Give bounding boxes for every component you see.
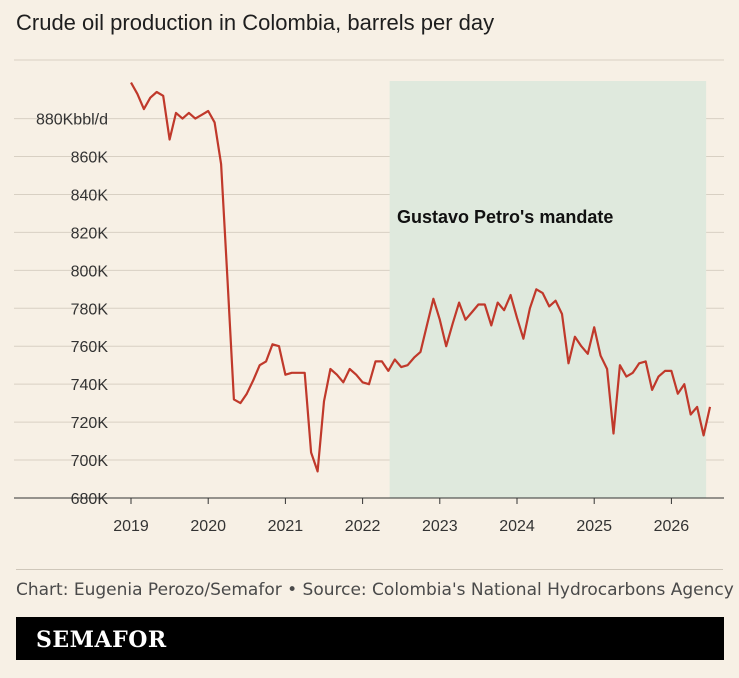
mandate-shading (389, 81, 707, 498)
x-tick-label: 2021 (268, 518, 304, 535)
chart-title: Crude oil production in Colombia, barrel… (16, 10, 495, 35)
mandate-label: Gustavo Petro's mandate (397, 207, 613, 227)
annotation: Gustavo Petro's mandate (397, 207, 613, 227)
x-tick-label: 2019 (113, 518, 149, 535)
y-tick-label: 680K (71, 491, 109, 508)
x-tick-label: 2022 (345, 518, 381, 535)
y-tick-label: 880Kbbl/d (36, 112, 108, 129)
y-tick-label: 700K (71, 453, 109, 470)
y-tick-label: 780K (71, 301, 109, 318)
source-credit: Chart: Eugenia Perozo/Semafor • Source: … (16, 580, 734, 600)
line-chart: 680K 700K 720K 740K 760K 780K 800K 820K 840K 860K… (14, 59, 724, 535)
y-tick-label: 820K (71, 225, 109, 242)
y-tick-label: 800K (71, 263, 109, 280)
x-tick-label: 2025 (576, 518, 612, 535)
mandate-band (389, 81, 707, 498)
y-axis: 680K 700K 720K 740K 760K 780K 800K 820K 840K 860K… (36, 112, 108, 508)
x-tick-label: 2024 (499, 518, 535, 535)
y-tick-label: 840K (71, 187, 109, 204)
x-tick-label: 2023 (422, 518, 458, 535)
y-tick-label: 860K (71, 150, 109, 167)
y-tick-label: 760K (71, 339, 109, 356)
brand-logo: SEMAFOR (36, 627, 167, 653)
x-axis: 2019 2020 2021 2022 2023 2024 2025 2026 (14, 497, 724, 535)
series-line (130, 82, 712, 473)
x-tick-label: 2020 (190, 518, 226, 535)
y-tick-label: 740K (71, 377, 109, 394)
footer-divider (16, 569, 723, 570)
x-tick-label: 2026 (654, 518, 690, 535)
y-tick-label: 720K (71, 415, 109, 432)
brand-bar: SEMAFOR (16, 617, 724, 660)
